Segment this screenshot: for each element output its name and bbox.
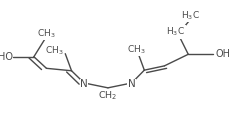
Text: OH: OH <box>214 49 230 59</box>
Text: CH$_3$: CH$_3$ <box>127 44 146 56</box>
Text: CH$_2$: CH$_2$ <box>98 90 117 102</box>
Text: H$_3$C: H$_3$C <box>166 26 184 38</box>
Text: N: N <box>80 79 88 89</box>
Text: H$_3$C: H$_3$C <box>180 9 199 22</box>
Text: N: N <box>128 79 135 89</box>
Text: CH$_3$: CH$_3$ <box>37 27 56 40</box>
Text: CH$_3$: CH$_3$ <box>45 44 64 57</box>
Text: HO: HO <box>0 52 12 62</box>
